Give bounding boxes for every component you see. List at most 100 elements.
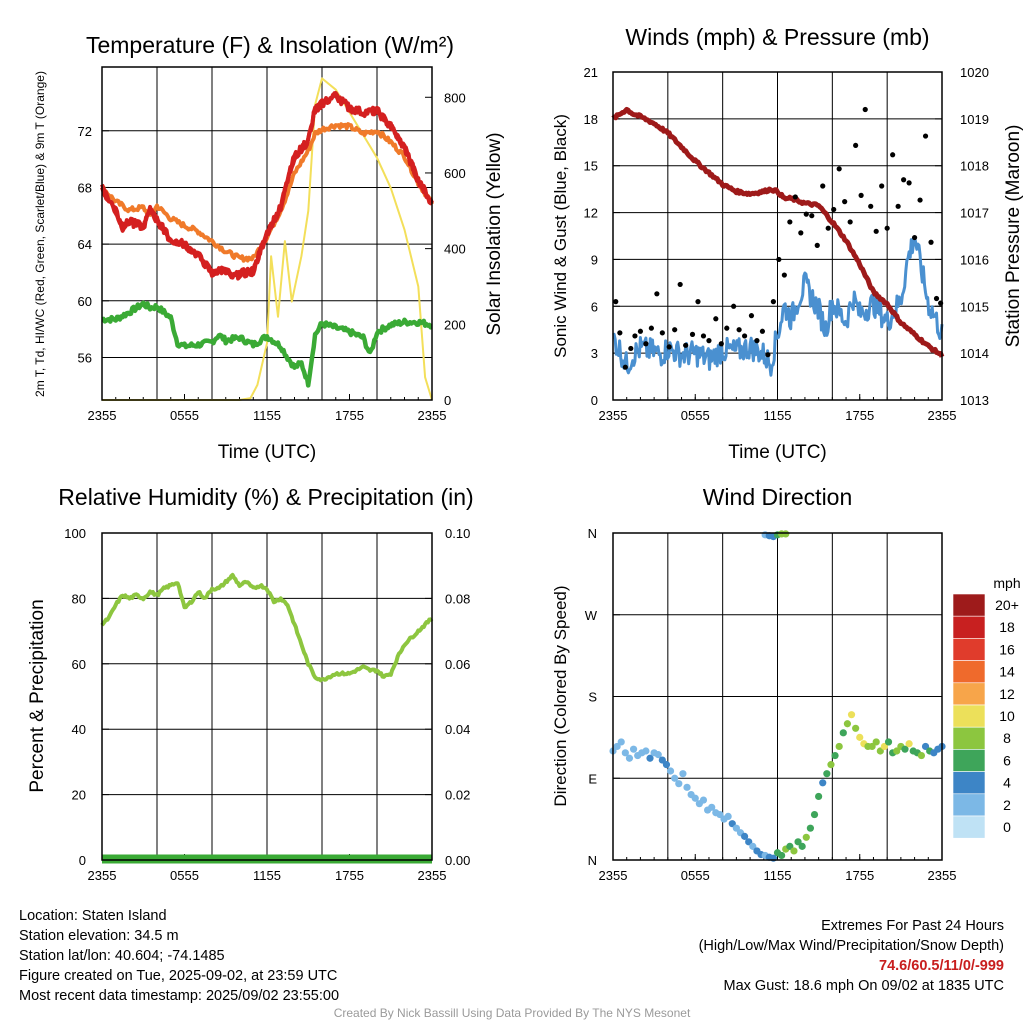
x-tick-label: 1155 [253, 408, 281, 423]
colorbar-label: 14 [999, 664, 1015, 680]
y-right-axis-label: Solar Insolation (Yellow) [484, 132, 505, 335]
direction-point [708, 803, 716, 811]
gust-point [718, 341, 724, 347]
direction-point [835, 742, 843, 751]
gust-point [748, 313, 755, 319]
y-right-tick-label: 0.00 [445, 853, 470, 868]
gust-point [862, 106, 868, 113]
grid [613, 533, 942, 860]
series-hi-wc [100, 91, 434, 280]
y-right-tick-label: 0.04 [445, 722, 470, 737]
direction-point [642, 747, 650, 755]
gust-point [895, 203, 901, 209]
gust-point [613, 299, 619, 305]
gust-point [683, 342, 689, 348]
y-tick-label: 100 [64, 526, 86, 541]
gust-point [622, 364, 628, 370]
gust-point [628, 345, 634, 352]
colorbar-swatch [952, 593, 986, 617]
credit-line: Created By Nick Bassill Using Data Provi… [333, 1006, 691, 1020]
y-tick-label: 0 [79, 853, 86, 868]
colorbar-label: 20+ [995, 597, 1019, 613]
direction-point [662, 761, 671, 769]
y-right-tick-label: 0.10 [445, 526, 470, 541]
chart-title: Wind Direction [703, 484, 853, 510]
y-tick-label: 80 [72, 591, 86, 606]
gust-point [868, 203, 874, 209]
direction-point [666, 767, 675, 775]
extremes-values: 74.6/60.5/11/0/-999 [879, 958, 1004, 974]
plot-frame [612, 71, 943, 401]
y-tick-label: 6 [591, 299, 598, 314]
colorbar-swatch [952, 615, 986, 639]
gust-point [884, 225, 890, 231]
gust-point [731, 303, 737, 309]
colorbar-swatch [952, 704, 986, 728]
direction-point [917, 751, 926, 760]
gust-point [842, 199, 848, 205]
y-axis-label: Sonic Wind & Gust (Blue, Black) [551, 114, 570, 358]
plot-frame [612, 532, 943, 861]
gust-point [853, 142, 859, 149]
gust-point [798, 230, 804, 236]
series-solar-insolation [102, 77, 433, 401]
extremes-panel: Extremes For Past 24 Hours (High/Low/Max… [699, 916, 1004, 996]
colorbar-swatch [952, 793, 986, 817]
chart-title: Relative Humidity (%) & Precipitation (i… [58, 484, 473, 510]
gust-point [724, 325, 730, 331]
plot-frame [101, 66, 433, 401]
gust-point [825, 225, 831, 231]
gust-point [654, 291, 660, 297]
station-info: Location: Staten Island Station elevatio… [19, 906, 339, 1006]
colorbar-swatch [952, 660, 986, 684]
gust-point [836, 166, 842, 172]
direction-point [798, 842, 806, 850]
gust-point [713, 316, 719, 322]
y-right-tick-label: 0 [444, 393, 451, 408]
colorbar-label: 18 [999, 619, 1015, 635]
direction-point [852, 724, 860, 732]
direction-point [802, 833, 810, 841]
y-tick-label: 56 [78, 350, 92, 365]
y-right-tick-label: 0.02 [445, 788, 470, 803]
colorbar-swatch [952, 771, 986, 795]
gust-point [666, 344, 672, 350]
y-right-tick-label: 1018 [960, 159, 989, 174]
panel-1: 2355 0555 1155 1755 2355 56 60 64 68 72 0 200 400 600… [33, 32, 505, 463]
direction-point [724, 812, 732, 821]
gust-point [911, 234, 918, 241]
x-tick-label: 0555 [681, 408, 710, 423]
y-right-tick-label: 0.08 [445, 591, 470, 606]
y-tick-label: W [585, 608, 598, 623]
y-right-tick-label: 1019 [960, 112, 989, 127]
gust-point [901, 177, 907, 183]
y-axis-label: Direction (Colored By Speed) [551, 585, 570, 806]
extremes-title: Extremes For Past 24 Hours [821, 918, 1004, 934]
direction-point [810, 810, 819, 819]
gust-point [809, 213, 815, 219]
direction-point [691, 794, 699, 802]
gust-point [787, 219, 793, 225]
y-axis-label: Percent & Precipitation [27, 599, 48, 792]
direction-point [617, 738, 625, 746]
colorbar-label: 0 [1003, 819, 1011, 835]
y-tick-label: 15 [584, 159, 598, 174]
gust-point [781, 272, 787, 278]
gust-point [632, 333, 638, 339]
y-tick-label: 60 [72, 657, 86, 672]
direction-point [856, 733, 864, 741]
direction-point [905, 740, 913, 748]
colorbar-label: 10 [999, 708, 1015, 724]
max-gust: Max Gust: 18.6 mph On 09/02 at 1835 UTC [723, 978, 1004, 994]
direction-point [679, 770, 687, 778]
panel-2: 2355 0555 1155 1755 235503691215182110131014… [551, 24, 1024, 463]
direction-point [778, 851, 786, 860]
colorbar: mph 20+ 18 16 14 12 10 8 6 4 2 0 [952, 575, 1021, 839]
gust-point [873, 228, 879, 234]
x-tick-label: 1755 [335, 868, 364, 883]
x-tick-label: 2355 [418, 868, 447, 883]
y-right-tick-label: 200 [444, 317, 466, 332]
gust-point [648, 325, 654, 331]
x-tick-label: 1755 [845, 868, 874, 883]
